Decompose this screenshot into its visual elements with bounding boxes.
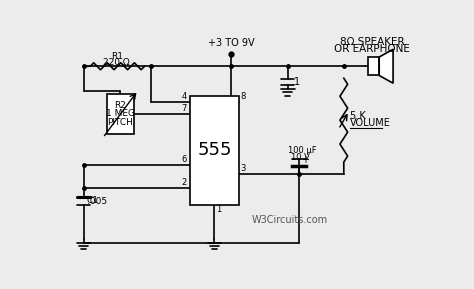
Text: 2: 2 (182, 178, 187, 187)
Text: 5 K: 5 K (350, 110, 366, 121)
Text: +: + (301, 155, 309, 165)
Text: R1: R1 (110, 52, 123, 61)
Text: 6: 6 (182, 155, 187, 164)
Text: .1: .1 (291, 77, 300, 87)
Text: +3 TO 9V: +3 TO 9V (208, 38, 255, 48)
Text: C1: C1 (87, 196, 99, 205)
Bar (107, 94, 134, 134)
Text: 3: 3 (241, 164, 246, 173)
Bar (368, 57, 379, 75)
Text: 4: 4 (182, 92, 187, 101)
Text: 555: 555 (197, 141, 232, 159)
Text: 8Ω SPEAKER: 8Ω SPEAKER (340, 37, 405, 47)
Text: W3Circuits.com: W3Circuits.com (251, 215, 328, 225)
Text: 7: 7 (182, 104, 187, 113)
Text: R2: R2 (115, 101, 127, 110)
Text: 100 μF: 100 μF (288, 147, 317, 155)
Text: 1: 1 (216, 205, 221, 214)
Bar (190, 95, 239, 205)
Text: PITCH: PITCH (108, 118, 134, 127)
Polygon shape (379, 49, 393, 83)
Text: OR EARPHONE: OR EARPHONE (334, 44, 410, 54)
Text: .005: .005 (87, 197, 107, 206)
Text: 8: 8 (241, 92, 246, 101)
Text: 10 V: 10 V (291, 153, 310, 162)
Text: 220 Ω: 220 Ω (103, 58, 130, 67)
Text: VOLUME: VOLUME (350, 118, 391, 128)
Text: 1 MEG: 1 MEG (106, 110, 135, 118)
